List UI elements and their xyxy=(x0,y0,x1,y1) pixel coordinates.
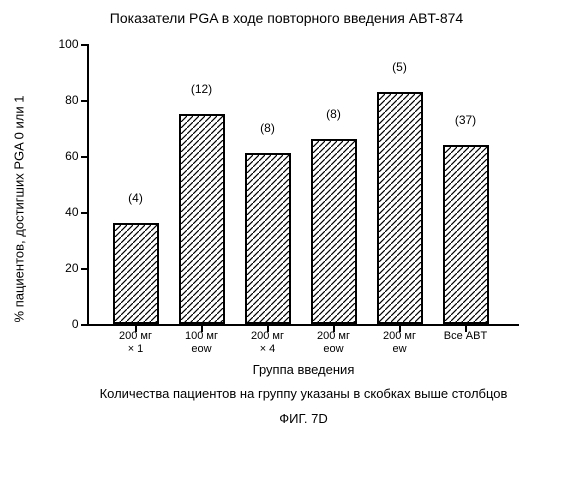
x-tick-label: 100 мгeow xyxy=(185,324,218,356)
bar xyxy=(377,92,423,324)
figure-label: ФИГ. 7D xyxy=(89,411,519,426)
y-tick-label: 100 xyxy=(58,37,88,51)
x-tick-label: 200 мг× 1 xyxy=(119,324,152,356)
bar xyxy=(443,145,489,324)
y-axis-label: % пациентов, достигших PGA 0 или 1 xyxy=(11,96,26,323)
chart-title: Показатели PGA в ходе повторного введени… xyxy=(0,10,573,26)
bar-hatch xyxy=(115,225,157,322)
x-tick-label: 200 мг× 4 xyxy=(251,324,284,356)
y-tick-label: 0 xyxy=(72,317,89,331)
x-tick-label: 200 мгeow xyxy=(317,324,350,356)
bar-hatch xyxy=(445,147,487,322)
bar-hatch xyxy=(379,94,421,322)
plot-area: Группа введения Количества пациентов на … xyxy=(87,44,519,326)
y-tick-label: 60 xyxy=(65,149,88,163)
bar-hatch xyxy=(247,155,289,322)
bar-annotation: (37) xyxy=(455,113,476,127)
bar xyxy=(311,139,357,324)
bar-hatch xyxy=(313,141,355,322)
footnote: Количества пациентов на группу указаны в… xyxy=(89,386,519,401)
bar-annotation: (4) xyxy=(128,191,143,205)
bar xyxy=(113,223,159,324)
y-tick-label: 80 xyxy=(65,93,88,107)
bar-annotation: (5) xyxy=(392,60,407,74)
x-axis-label: Группа введения xyxy=(253,362,355,377)
bar-annotation: (8) xyxy=(260,121,275,135)
y-tick-label: 40 xyxy=(65,205,88,219)
bar-annotation: (8) xyxy=(326,107,341,121)
y-tick-label: 20 xyxy=(65,261,88,275)
bar xyxy=(245,153,291,324)
bar-hatch xyxy=(181,116,223,322)
bar-annotation: (12) xyxy=(191,82,212,96)
x-tick-label: Все ABT xyxy=(444,324,487,343)
chart-container: % пациентов, достигших PGA 0 или 1 Групп… xyxy=(27,34,547,384)
bar xyxy=(179,114,225,324)
x-tick-label: 200 мгew xyxy=(383,324,416,356)
